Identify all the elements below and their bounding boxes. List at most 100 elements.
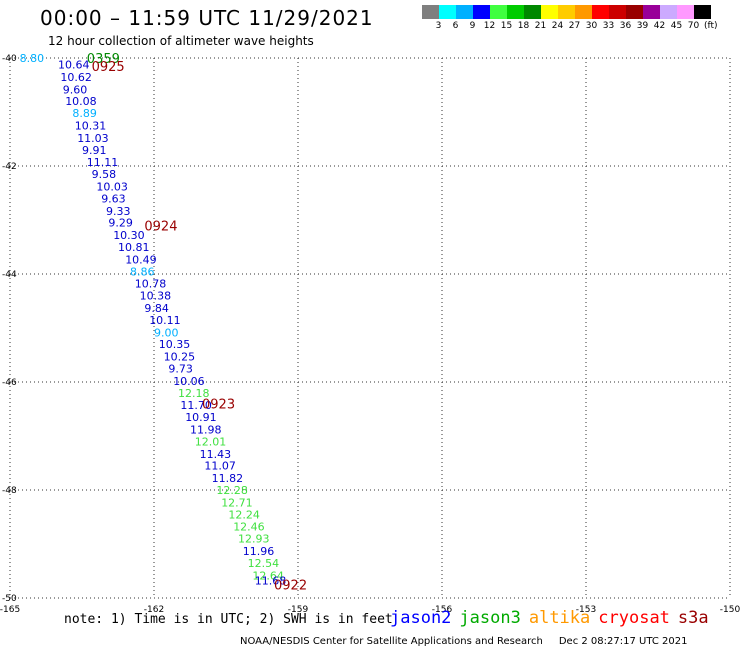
lon-tick-label: -159 — [288, 605, 309, 615]
note-text: note: 1) Time is in UTC; 2) SWH is in fe… — [64, 612, 393, 627]
wave-height-label: 10.81 — [118, 241, 150, 254]
colorbar-label: 30 — [585, 21, 598, 31]
map-subtitle: 12 hour collection of altimeter wave hei… — [48, 34, 314, 48]
grid-lines — [9, 57, 731, 599]
colorbar-unit: (ft) — [704, 21, 718, 31]
wave-height-label: 12.64 — [252, 569, 284, 582]
wave-height-label: 11.96 — [243, 545, 274, 558]
wave-height-label: 12.71 — [221, 496, 253, 509]
wave-height-label: 11.70 — [180, 399, 212, 412]
wave-height-label: 11.98 — [190, 424, 222, 437]
colorbar-swatch — [490, 5, 507, 19]
colorbar-swatch — [694, 5, 711, 19]
colorbar-label: 6 — [452, 21, 459, 31]
colorbar-label: 36 — [619, 21, 632, 31]
wave-height-label: 10.11 — [149, 314, 181, 327]
lat-tick-label: -44 — [2, 270, 17, 280]
colorbar-swatch — [422, 5, 439, 19]
wave-height-label: 11.07 — [204, 460, 236, 473]
wave-height-label: 12.93 — [238, 533, 270, 546]
satellite-legend-item: s3a — [677, 608, 709, 628]
wave-height-label: 10.31 — [75, 120, 107, 133]
credit-org: NOAA/NESDIS Center for Satellite Applica… — [240, 636, 543, 647]
satellite-legend: jason2 jason3 altika cryosat s3a — [390, 608, 717, 628]
colorbar-label: 3 — [435, 21, 442, 31]
wave-height-label: 10.06 — [173, 375, 205, 388]
wave-height-label: 10.91 — [185, 411, 217, 424]
wave-height-label: 10.38 — [140, 290, 172, 303]
wave-height-label: 9.00 — [154, 326, 179, 339]
lon-tick-label: -156 — [432, 605, 453, 615]
wave-height-label: 12.24 — [228, 508, 260, 521]
wave-height-label: 11.82 — [212, 472, 244, 485]
wave-height-label: 10.03 — [96, 181, 128, 194]
colorbar-swatch — [439, 5, 456, 19]
colorbar-label: 9 — [469, 21, 476, 31]
lon-tick-label: -153 — [576, 605, 596, 615]
colorbar-label: 27 — [568, 21, 581, 31]
colorbar-swatch — [575, 5, 592, 19]
wave-height-label: 12.28 — [216, 484, 248, 497]
wave-height-label: 9.91 — [82, 144, 107, 157]
time-label: 0923 — [202, 398, 235, 413]
satellite-legend-item: altika — [528, 608, 591, 628]
wave-height-label: 9.58 — [92, 168, 117, 181]
credit-line: NOAA/NESDIS Center for Satellite Applica… — [240, 636, 687, 647]
wave-height-label: 12.18 — [178, 387, 210, 400]
lon-tick-label: -165 — [0, 605, 20, 615]
wave-height-label: 10.25 — [164, 351, 196, 364]
time-label: 0925 — [92, 60, 125, 75]
satellite-legend-item: jason3 — [459, 608, 521, 628]
wave-height-label: 10.30 — [113, 229, 145, 242]
colorbar-swatch — [626, 5, 643, 19]
wave-height-label: 9.73 — [168, 363, 193, 376]
colorbar-swatch — [473, 5, 490, 19]
time-label: 0922 — [274, 579, 307, 594]
colorbar-label: 70 — [687, 21, 700, 31]
wave-height-label: 9.63 — [101, 192, 126, 205]
wave-height-label: 12.01 — [195, 435, 227, 448]
wave-height-label: 11.03 — [77, 132, 109, 145]
colorbar-swatch — [541, 5, 558, 19]
lat-tick-label: -48 — [2, 486, 17, 496]
colorbar-label: 24 — [551, 21, 564, 31]
wave-height-label: 8.86 — [130, 265, 155, 278]
colorbar-label: 42 — [653, 21, 666, 31]
colorbar-labels: 3 6 9 12 15 18 21 24 27 30 33 36 39 42 45 70 (ft) — [422, 21, 734, 31]
wave-height-points: 8.80 10.6410.629.6010.088.8910.3111.039.9… — [20, 52, 287, 588]
lat-tick-label: -46 — [2, 378, 17, 388]
wave-height-label: 12.46 — [233, 521, 265, 534]
axis-labels: -40 -42 -44 -46 -48 -50-165 -162 -159 -156 -153 -1… — [0, 54, 740, 615]
wave-height-label: 11.43 — [200, 448, 232, 461]
wave-height-label: 8.89 — [72, 107, 97, 120]
wave-height-label: 9.33 — [106, 205, 131, 218]
colorbar-swatch — [609, 5, 626, 19]
lat-tick-label: -42 — [2, 162, 17, 172]
wave-height-label: 11.11 — [87, 156, 119, 169]
colorbar-label: 21 — [534, 21, 547, 31]
satellite-legend-item: jason2 — [390, 608, 452, 628]
wave-height-label: 11.68 — [255, 575, 286, 588]
lat-tick-label: -40 — [2, 54, 17, 64]
wave-height-label: 10.78 — [135, 278, 167, 291]
credit-date: Dec 2 08:27:17 UTC 2021 — [558, 636, 688, 647]
wave-height-label: 10.49 — [125, 253, 157, 266]
lat-tick-label: -50 — [2, 594, 17, 604]
colorbar-swatch — [558, 5, 575, 19]
wave-height-label: 9.60 — [63, 83, 88, 96]
wave-height-label: 10.35 — [159, 338, 191, 351]
wave-height-label: 9.29 — [108, 217, 132, 230]
wave-height-label: 8.80 — [20, 52, 44, 65]
time-label: 0924 — [144, 219, 177, 234]
colorbar — [422, 5, 711, 19]
colorbar-swatch — [507, 5, 524, 19]
wave-height-label: 12.54 — [248, 557, 280, 570]
colorbar-swatch — [592, 5, 609, 19]
time-label: 0359 — [87, 52, 120, 67]
wave-height-label: 10.64 — [58, 58, 90, 71]
wave-height-label: 9.84 — [144, 302, 169, 315]
colorbar-label: 12 — [483, 21, 496, 31]
colorbar-swatch — [643, 5, 660, 19]
